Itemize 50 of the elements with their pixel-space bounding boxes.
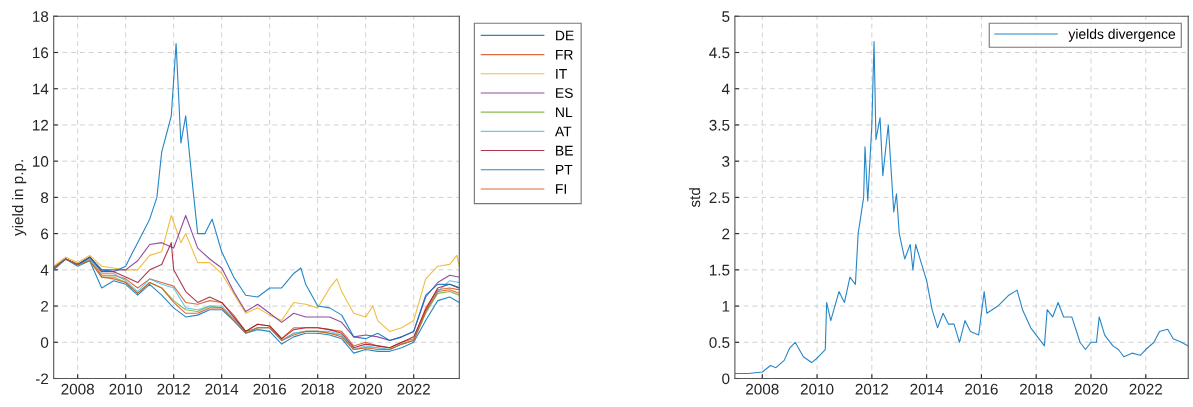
legend-label: DE: [556, 30, 574, 41]
x-tick-label: 2018: [301, 383, 335, 395]
y-tick-label: -2: [35, 373, 49, 385]
legend-label: NL: [556, 107, 573, 118]
y-tick-label: 6: [41, 228, 49, 240]
y-tick-label: 16: [33, 47, 49, 59]
legend-label: IT: [556, 69, 567, 79]
y-tick-label: 1.5: [709, 264, 730, 276]
y-tick-label: 3: [722, 156, 730, 167]
y-tick-label: 12: [33, 119, 49, 131]
y-tick-label: 0.5: [709, 337, 730, 348]
legend-label: PT: [556, 165, 573, 175]
legend-label: AT: [554, 126, 572, 137]
y-axis-title: yield in p.p.: [12, 160, 27, 236]
y-tick-label: 0: [722, 373, 730, 385]
x-tick-label: 2016: [253, 383, 287, 395]
x-tick-label: 2008: [746, 383, 779, 395]
legend-label: FI: [556, 184, 566, 194]
x-tick-label: 2014: [205, 383, 239, 395]
x-tick-label: 2008: [61, 383, 95, 395]
y-tick-label: 4: [40, 264, 49, 276]
y-tick-label: 14: [33, 83, 49, 95]
y-axis-title: std: [688, 188, 701, 208]
y-tick-label: 4.5: [709, 47, 730, 59]
y-tick-label: 18: [33, 11, 49, 22]
x-tick-label: 2018: [1019, 383, 1053, 395]
y-tick-label: 4: [721, 83, 730, 95]
x-tick-label: 2020: [349, 383, 383, 395]
legend-label: BE: [556, 145, 573, 156]
x-tick-label: 2014: [910, 383, 944, 395]
y-tick-label: 5: [722, 11, 730, 22]
y-tick-label: 3.5: [709, 119, 730, 131]
x-tick-label: 2012: [157, 383, 190, 395]
x-tick-label: 2012: [855, 383, 889, 395]
y-tick-label: 2.5: [709, 192, 730, 204]
x-tick-label: 2016: [965, 383, 998, 395]
y-tick-label: 8: [40, 192, 49, 204]
x-tick-label: 2010: [800, 383, 834, 395]
y-tick-label: 10: [33, 156, 49, 167]
x-tick-label: 2020: [1074, 383, 1108, 395]
y-tick-label: 0: [40, 337, 49, 348]
legend-label: ES: [556, 88, 573, 98]
legend-label: yields divergence: [1068, 28, 1176, 42]
legend-label: FR: [556, 49, 573, 60]
y-tick-label: 1: [722, 301, 730, 312]
x-tick-label: 2010: [109, 383, 143, 395]
x-tick-label: 2022: [397, 383, 430, 395]
y-tick-label: 2: [722, 228, 730, 240]
x-tick-label: 2022: [1129, 383, 1162, 395]
y-tick-label: 2: [41, 300, 49, 312]
